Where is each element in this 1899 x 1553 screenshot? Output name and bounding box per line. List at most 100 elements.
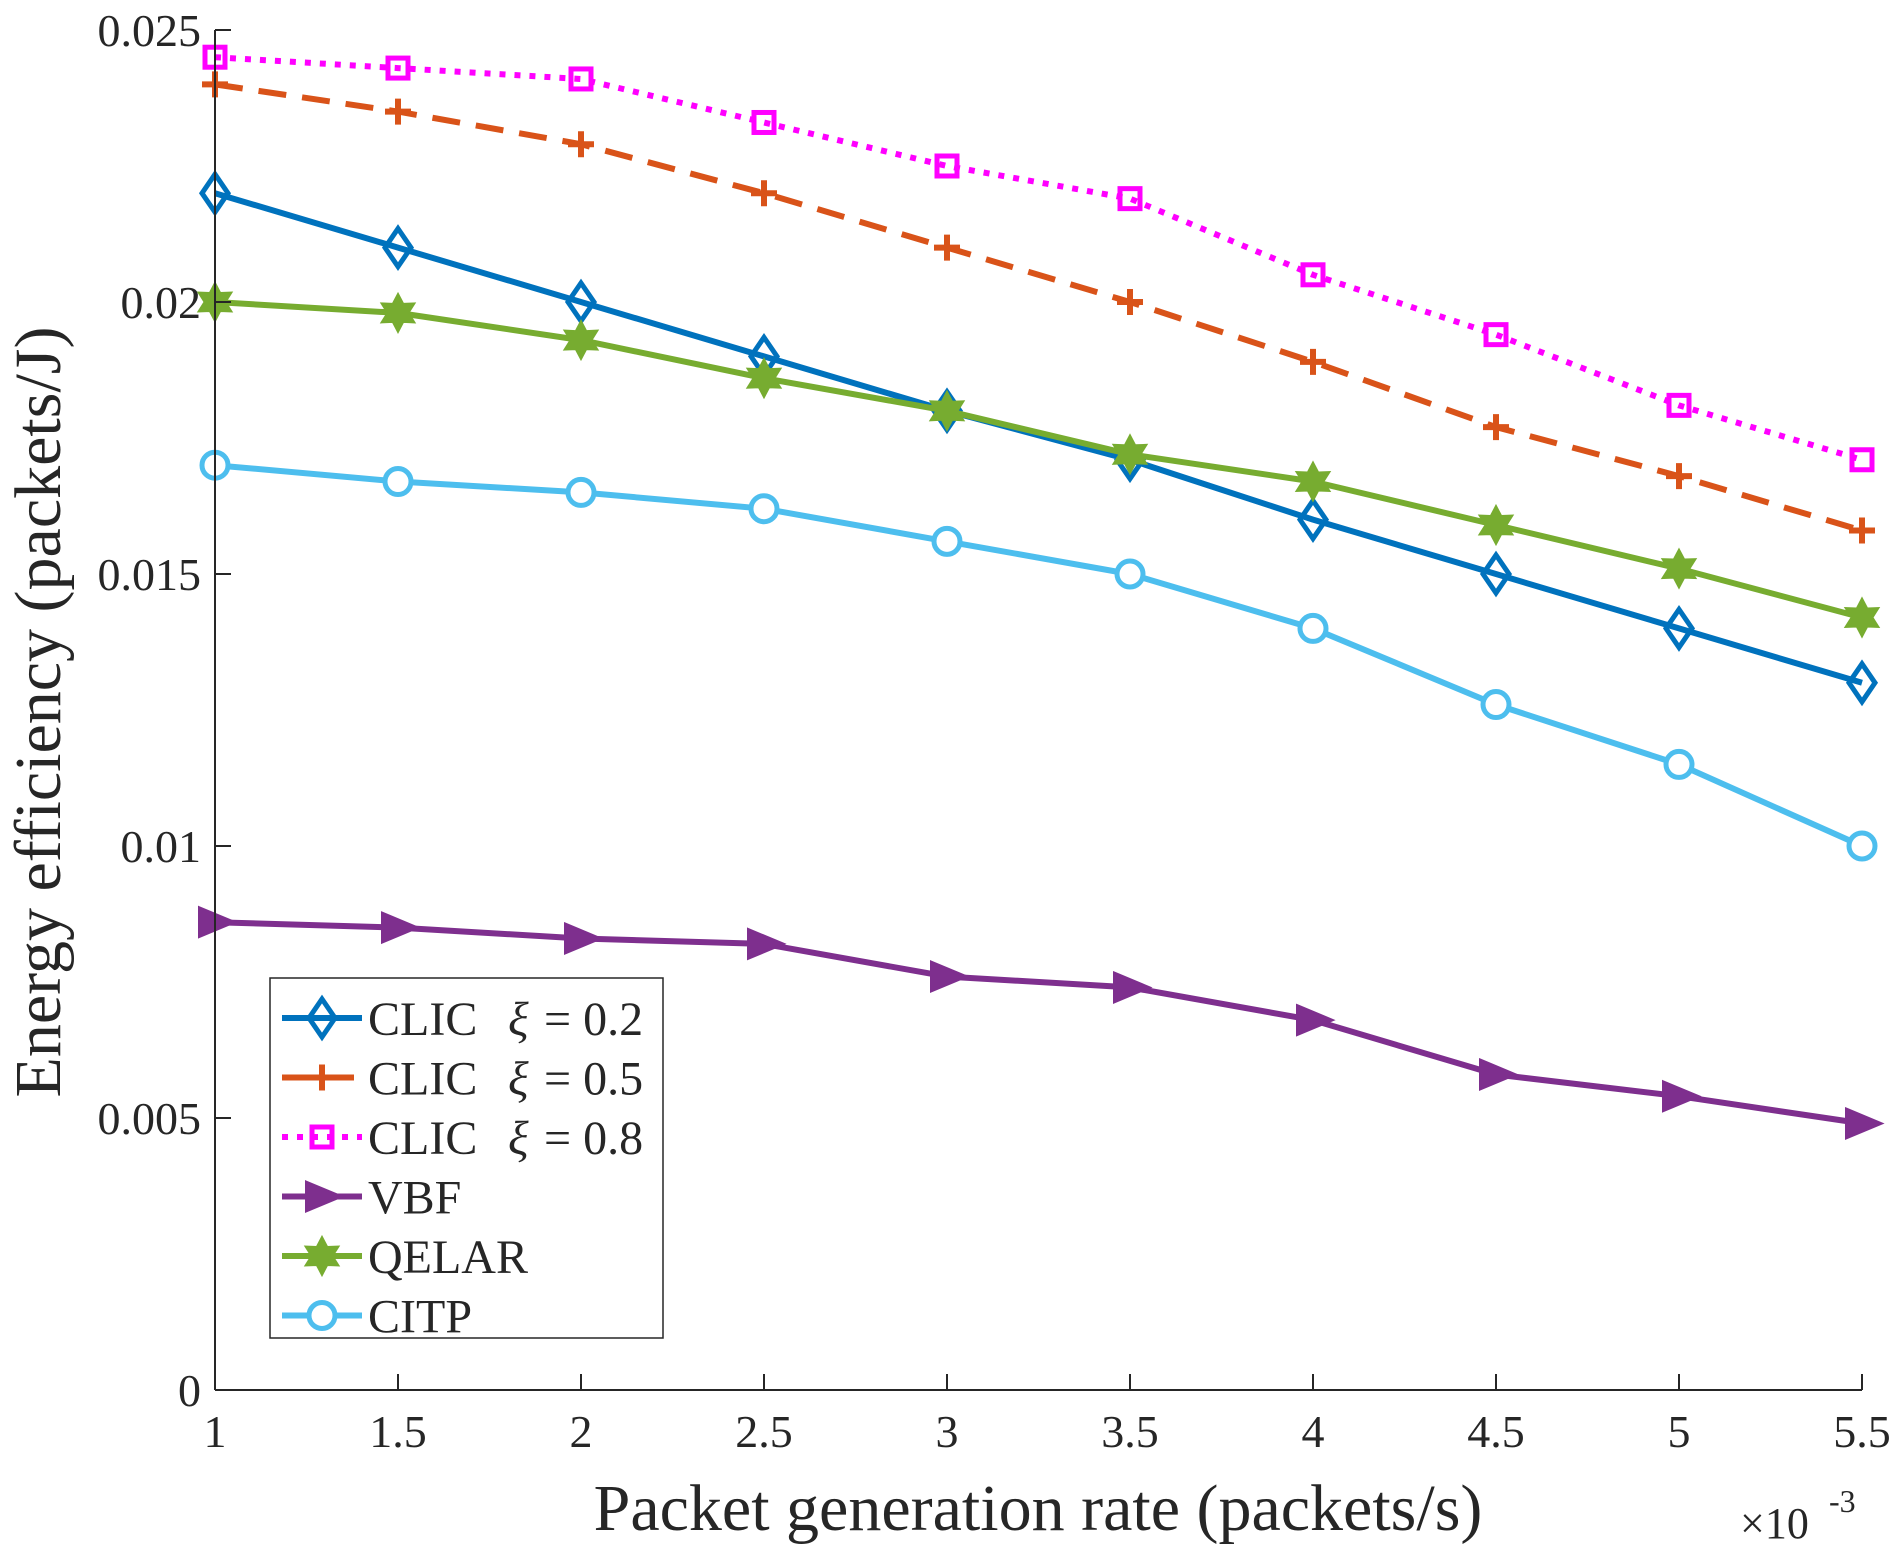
legend-xi-symbol: ξ	[508, 993, 529, 1046]
plot-lines	[196, 44, 1885, 1140]
legend-item: CLIC ξ = 0.5	[282, 1053, 643, 1106]
x-scale-exponent: -3	[1829, 1483, 1856, 1519]
data-point	[1297, 612, 1329, 644]
x-tick-label: 5	[1668, 1406, 1691, 1457]
x-tick-label: 5.5	[1833, 1406, 1891, 1457]
y-axis-title: Energy efficiency (packets/J)	[2, 327, 75, 1098]
data-point	[928, 389, 966, 432]
data-point	[1660, 547, 1698, 590]
data-point	[1296, 1003, 1336, 1037]
data-point	[1845, 1106, 1885, 1140]
series-1	[202, 71, 1875, 544]
legend-label: VBF	[368, 1172, 461, 1225]
y-tick-label: 0.01	[121, 821, 202, 872]
data-point	[309, 1064, 335, 1091]
data-point	[309, 1124, 335, 1150]
data-point	[1483, 322, 1509, 348]
legend-label: CITP	[368, 1291, 472, 1344]
legend-label: CLIC	[368, 1053, 477, 1106]
data-point	[1114, 558, 1146, 590]
y-tick-label: 0.015	[98, 549, 202, 600]
data-point	[385, 55, 411, 81]
series-4	[196, 280, 1881, 639]
x-tick-label: 4.5	[1467, 1406, 1525, 1457]
data-point	[1666, 392, 1692, 418]
data-point	[1662, 1079, 1702, 1113]
data-point	[305, 1180, 345, 1213]
legend-box	[269, 977, 664, 1339]
legend-label: QELAR	[368, 1231, 528, 1284]
legend: CLIC ξ = 0.2 CLIC ξ = 0.5 CLIC ξ = 0.8 VBF QELAR CI…	[269, 977, 664, 1344]
data-point	[1296, 496, 1330, 544]
data-point	[1843, 596, 1881, 639]
x-tick-label: 2.5	[735, 1406, 793, 1457]
x-ticks: 1 1.5 2 2.5 3 3.5 4 4.5 5 5.5	[204, 1374, 1891, 1457]
legend-item: CITP	[282, 1291, 472, 1344]
data-point	[1663, 748, 1695, 780]
data-point	[382, 466, 414, 498]
data-point	[1845, 659, 1879, 707]
data-point	[1849, 447, 1875, 473]
x-tick-label: 2	[570, 1406, 593, 1457]
data-point	[198, 905, 238, 939]
y-tick-label: 0.025	[98, 5, 202, 56]
series-line	[214, 81, 1863, 534]
data-point	[305, 994, 339, 1042]
legend-item: QELAR	[282, 1231, 528, 1284]
data-point	[562, 319, 600, 362]
x-tick-label: 3.5	[1101, 1406, 1159, 1457]
data-point	[1294, 460, 1332, 503]
series-line	[214, 919, 1863, 1127]
legend-xi-symbol: ξ	[508, 1053, 529, 1106]
x-scale-label: ×10	[1740, 1499, 1809, 1548]
data-point	[1479, 550, 1513, 598]
axes	[214, 30, 1862, 1391]
data-point	[747, 927, 787, 961]
legend-label: CLIC	[368, 1112, 477, 1165]
legend-item: VBF	[282, 1172, 461, 1225]
data-point	[565, 476, 597, 508]
series-line	[214, 462, 1864, 849]
data-point	[1113, 970, 1153, 1004]
series-3	[198, 905, 1885, 1140]
data-point	[1479, 1057, 1519, 1091]
legend-item: CLIC ξ = 0.2	[282, 993, 643, 1046]
data-point	[1111, 433, 1149, 476]
legend-item: CLIC ξ = 0.8	[282, 1112, 643, 1165]
data-point	[381, 911, 421, 945]
legend-xi-symbol: ξ	[508, 1112, 529, 1165]
series-line	[214, 299, 1863, 621]
data-point	[1483, 414, 1509, 441]
data-point	[303, 1234, 341, 1278]
data-point	[1480, 689, 1512, 721]
x-tick-label: 1	[204, 1406, 227, 1457]
series-line	[214, 54, 1863, 463]
y-ticks: 0 0.005 0.01 0.015 0.02 0.025	[98, 5, 231, 1416]
legend-xi-value: = 0.5	[544, 1053, 643, 1106]
legend-label: CLIC	[368, 993, 477, 1046]
legend-xi-value: = 0.2	[544, 993, 643, 1046]
data-point	[745, 357, 783, 400]
x-scale-multiplier: ×10 -3	[1740, 1483, 1856, 1548]
data-point	[1477, 503, 1515, 547]
data-point	[381, 224, 415, 272]
y-tick-label: 0.02	[121, 277, 202, 328]
y-tick-label: 0	[178, 1365, 201, 1416]
data-point	[751, 109, 777, 135]
data-point	[1117, 289, 1143, 315]
data-point	[934, 234, 960, 261]
data-point	[306, 1300, 338, 1331]
series-2	[202, 44, 1875, 473]
data-point	[1662, 604, 1696, 652]
data-point	[748, 493, 780, 525]
data-point	[1849, 517, 1875, 544]
data-point	[1300, 348, 1326, 375]
data-point	[931, 525, 963, 557]
data-point	[1300, 262, 1326, 288]
series-5	[199, 449, 1878, 862]
data-point	[564, 921, 604, 955]
data-point	[1117, 186, 1143, 212]
x-tick-label: 3	[936, 1406, 959, 1457]
data-point	[385, 98, 411, 125]
